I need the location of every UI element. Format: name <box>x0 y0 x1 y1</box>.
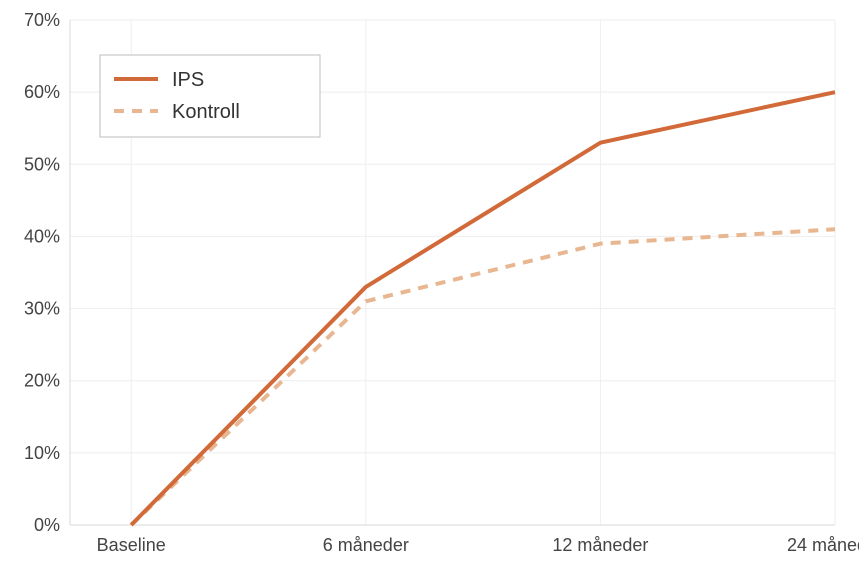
chart-svg: 0% 10% 20% 30% 40% 50% 60% 70% Baseline 6 måneder… <box>0 0 859 579</box>
legend-label: Kontroll <box>172 101 240 123</box>
y-tick-label: 20% <box>24 371 60 391</box>
legend-box <box>100 55 320 137</box>
y-tick-label: 50% <box>24 154 60 174</box>
y-tick-label: 70% <box>24 10 60 30</box>
y-tick-label: 10% <box>24 443 60 463</box>
y-tick-label: 40% <box>24 226 60 246</box>
x-tick-label: 6 måneder <box>323 535 409 555</box>
y-tick-label: 30% <box>24 299 60 319</box>
legend-label: IPS <box>172 69 204 91</box>
y-tick-label: 0% <box>34 515 60 535</box>
line-chart: 0% 10% 20% 30% 40% 50% 60% 70% Baseline 6 måneder… <box>0 0 859 579</box>
x-tick-label: Baseline <box>97 535 166 555</box>
x-tick-label: 12 måneder <box>552 535 648 555</box>
x-tick-label: 24 måneder <box>787 535 859 555</box>
y-tick-label: 60% <box>24 82 60 102</box>
